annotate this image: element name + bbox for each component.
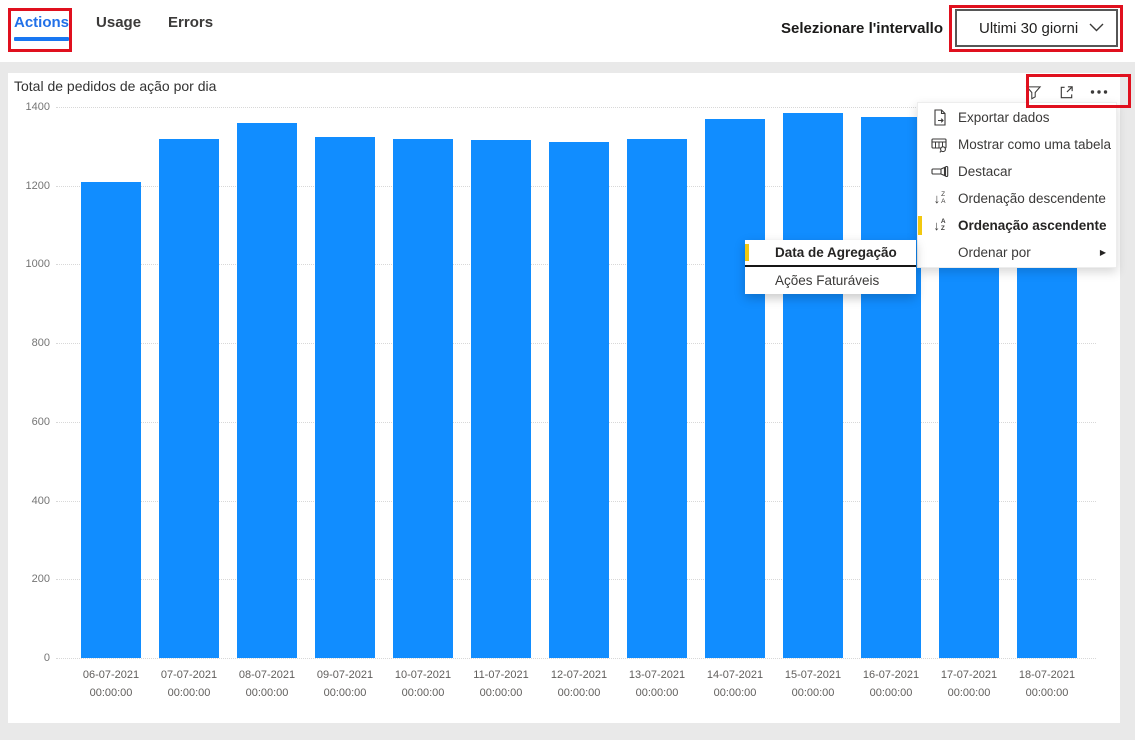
y-axis-tick-label: 800 [31, 337, 50, 350]
bar-slot: 08-07-2021 00:00:00 [228, 107, 306, 699]
bar-10-07-2021[interactable] [393, 138, 453, 658]
tab-usage[interactable]: Usage [96, 14, 141, 41]
interval-dropdown[interactable]: Ultimi 30 giorni [955, 9, 1118, 47]
x-axis-tick-label: 06-07-2021 00:00:00 [82, 669, 140, 699]
interval-selector-group: Selezionare l'intervallo Ultimi 30 giorn… [781, 9, 1118, 47]
x-axis-tick-label: 17-07-2021 00:00:00 [940, 669, 998, 699]
x-axis-tick-label: 14-07-2021 00:00:00 [706, 669, 764, 699]
menu-item-ordena-o-descendente[interactable]: ↓ Z A Ordenação descendente [918, 185, 1116, 212]
menu-item-exportar-dados[interactable]: Exportar dados [918, 104, 1116, 131]
tab-label: Errors [168, 14, 214, 31]
selected-indicator [918, 243, 922, 262]
active-tab-underline [14, 37, 70, 41]
menu-item-label: Ordenação ascendente [958, 218, 1107, 233]
chart-context-menu: Exportar dados Mostrar como uma tabela Des… [917, 102, 1117, 268]
gridline [56, 107, 1096, 108]
top-bar: Actions Usage Errors Selezionare l'interva… [0, 0, 1135, 62]
spotlight-icon [930, 165, 949, 178]
selected-indicator [918, 135, 922, 154]
bar-14-07-2021[interactable] [705, 118, 765, 658]
menu-item-ordena-o-ascendente[interactable]: ↓ A Z Ordenação ascendente [918, 212, 1116, 239]
x-axis-tick-label: 13-07-2021 00:00:00 [628, 669, 686, 699]
sort-by-submenu: Data de Agregação Ações Faturáveis [745, 240, 916, 294]
menu-item-label: Mostrar como uma tabela [958, 137, 1112, 152]
sort-ascending-icon: ↓ A Z [933, 217, 946, 233]
tab-bar: Actions Usage Errors [14, 14, 213, 41]
bar-slot: 11-07-2021 00:00:00 [462, 107, 540, 699]
tab-actions[interactable]: Actions [14, 14, 70, 41]
menu-item-destacar[interactable]: Destacar [918, 158, 1116, 185]
menu-item-label: Ordenar por [958, 245, 1031, 260]
bar-12-07-2021[interactable] [549, 142, 609, 658]
bar-slot: 14-07-2021 00:00:00 [696, 107, 774, 699]
selected-indicator [745, 271, 749, 290]
selected-indicator [918, 189, 922, 208]
show-as-table-icon [930, 137, 949, 153]
submenu-item-a-es-fatur-veis[interactable]: Ações Faturáveis [745, 267, 916, 294]
menu-item-label: Exportar dados [958, 110, 1050, 125]
submenu-item-data-de-agrega-o[interactable]: Data de Agregação [745, 240, 916, 267]
submenu-arrow-icon: ▶ [1099, 248, 1106, 257]
x-axis-tick-label: 11-07-2021 00:00:00 [473, 669, 529, 699]
y-axis-tick-label: 1000 [25, 258, 50, 271]
chart-toolbar [1022, 81, 1110, 103]
bar-07-07-2021[interactable] [159, 138, 219, 658]
bar-slot: 07-07-2021 00:00:00 [150, 107, 228, 699]
chart-title: Total de pedidos de ação por dia [14, 78, 217, 94]
bar-slot: 15-07-2021 00:00:00 [774, 107, 852, 699]
bar-09-07-2021[interactable] [315, 136, 375, 658]
bar-16-07-2021[interactable] [861, 116, 921, 658]
bar-slot: 06-07-2021 00:00:00 [72, 107, 150, 699]
x-axis-tick-label: 10-07-2021 00:00:00 [394, 669, 452, 699]
more-options-icon[interactable] [1088, 81, 1110, 103]
menu-item-label: Ordenação descendente [958, 191, 1106, 206]
tab-label: Usage [96, 14, 142, 31]
bar-15-07-2021[interactable] [783, 112, 843, 658]
bar-slot: 16-07-2021 00:00:00 [852, 107, 930, 699]
bar-slot: 13-07-2021 00:00:00 [618, 107, 696, 699]
selected-indicator [918, 216, 922, 235]
bar-slot: 09-07-2021 00:00:00 [306, 107, 384, 699]
bar-slot: 12-07-2021 00:00:00 [540, 107, 618, 699]
y-axis-tick-label: 1200 [25, 179, 50, 192]
y-axis-tick-label: 0 [43, 652, 50, 664]
y-axis-tick-label: 600 [31, 415, 50, 428]
selected-indicator [745, 244, 749, 261]
bar-08-07-2021[interactable] [237, 122, 297, 658]
bar-slot: 10-07-2021 00:00:00 [384, 107, 462, 699]
x-axis-tick-label: 07-07-2021 00:00:00 [160, 669, 218, 699]
bar-11-07-2021[interactable] [471, 140, 531, 658]
x-axis-tick-label: 08-07-2021 00:00:00 [238, 669, 296, 699]
x-axis-tick-label: 16-07-2021 00:00:00 [862, 669, 920, 699]
filter-icon[interactable] [1022, 81, 1044, 103]
sort-descending-icon: ↓ Z A [933, 190, 946, 206]
bar-06-07-2021[interactable] [81, 181, 141, 658]
bar-13-07-2021[interactable] [627, 138, 687, 658]
x-axis-tick-label: 15-07-2021 00:00:00 [784, 669, 842, 699]
menu-item-label: Destacar [958, 164, 1013, 179]
tab-label: Actions [14, 14, 70, 31]
focus-mode-icon[interactable] [1055, 81, 1077, 103]
gridline [56, 658, 1096, 659]
y-axis-tick-label: 200 [31, 573, 50, 586]
submenu-item-label: Data de Agregação [775, 245, 897, 260]
interval-dropdown-value: Ultimi 30 giorni [979, 19, 1079, 37]
export-data-icon [930, 109, 949, 126]
submenu-item-label: Ações Faturáveis [775, 273, 880, 288]
x-axis-tick-label: 09-07-2021 00:00:00 [316, 669, 374, 699]
x-axis-tick-label: 18-07-2021 00:00:00 [1018, 669, 1076, 699]
menu-item-ordenar-por[interactable]: Ordenar por ▶ [918, 239, 1116, 266]
menu-item-mostrar-como-uma-tabela[interactable]: Mostrar como uma tabela [918, 131, 1116, 158]
interval-label: Selezionare l'intervallo [781, 19, 943, 37]
chevron-down-icon [1089, 19, 1104, 37]
x-axis-tick-label: 12-07-2021 00:00:00 [550, 669, 608, 699]
y-axis-tick-label: 1400 [25, 101, 50, 113]
selected-indicator [918, 162, 922, 181]
tab-errors[interactable]: Errors [168, 14, 213, 41]
selected-indicator [918, 108, 922, 127]
y-axis-tick-label: 400 [31, 494, 50, 507]
